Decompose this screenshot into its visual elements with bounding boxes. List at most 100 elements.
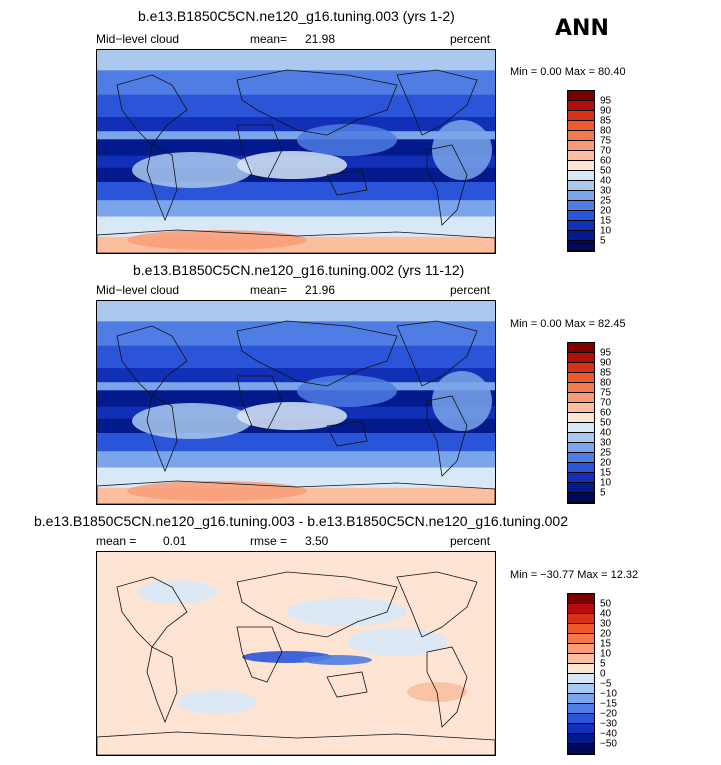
colorbar-label: 25 [600, 195, 612, 207]
field-feature [297, 124, 397, 156]
season-label: ANN [555, 16, 609, 41]
world-map-diff [97, 552, 495, 755]
world-map-field [97, 50, 495, 253]
colorbar: 95 90 85 80 75 70 60 50 40 30 25 20 15 10 5 [567, 90, 611, 252]
colorbar-label: 90 [600, 105, 612, 117]
mean-value: 0.01 [163, 534, 187, 548]
coastline [236, 124, 283, 181]
field-band [97, 200, 495, 217]
field-band [97, 94, 495, 118]
colorbar-label: 25 [600, 447, 612, 459]
colorbar-label: 85 [600, 115, 612, 127]
colorbar-swatch [568, 654, 594, 664]
field-feature [237, 151, 347, 179]
field-feature [132, 403, 252, 439]
mean-value: 21.96 [305, 283, 336, 297]
colorbar-label: 50 [600, 598, 612, 610]
coastline [97, 731, 495, 755]
colorbar-swatch [568, 181, 594, 191]
coastline [396, 320, 478, 387]
colorbar-swatch [568, 151, 594, 161]
field-band [97, 301, 495, 322]
colorbar-label: −5 [600, 678, 612, 690]
colorbar-label: 5 [600, 487, 606, 499]
field-feature [127, 230, 307, 250]
colorbar-swatch [568, 594, 594, 604]
colorbar-swatch [568, 614, 594, 624]
colorbar-label: 70 [600, 397, 612, 409]
coastline [236, 626, 283, 683]
field-band [97, 50, 495, 71]
colorbar-swatch [568, 694, 594, 704]
colorbar-swatch [568, 644, 594, 654]
colorbar-swatch [568, 634, 594, 644]
coastline [146, 395, 178, 473]
colorbar-swatch [568, 343, 594, 353]
colorbar-label: −20 [600, 708, 617, 720]
field-band [97, 321, 495, 347]
colorbar-label: 30 [600, 618, 612, 630]
colorbar-label: 5 [600, 658, 606, 670]
field-feature [127, 481, 307, 501]
coastline [116, 74, 188, 146]
coastline [426, 646, 468, 728]
colorbar-swatch [568, 201, 594, 211]
colorbar-label: 60 [600, 155, 612, 167]
coastline [426, 144, 468, 226]
colorbar-swatch [568, 433, 594, 443]
field-band [97, 368, 495, 383]
colorbar-swatch [568, 704, 594, 714]
units-label: percent [450, 32, 491, 46]
colorbar-swatch [568, 121, 594, 131]
field-feature [297, 375, 397, 407]
units-label: percent [450, 534, 491, 548]
colorbar-swatch [568, 674, 594, 684]
colorbar-swatch [568, 241, 594, 251]
colorbar-swatch [568, 221, 594, 231]
colorbar-label: 90 [600, 357, 612, 369]
mean-value: 21.98 [305, 32, 336, 46]
map-plot [96, 551, 496, 756]
field-feature [132, 152, 252, 188]
colorbar-label: 40 [600, 175, 612, 187]
coastline [146, 144, 178, 222]
colorbar-swatch [568, 141, 594, 151]
colorbar-swatch [568, 191, 594, 201]
colorbar-label: 40 [600, 608, 612, 620]
colorbar-swatch [568, 684, 594, 694]
colorbar-label: 10 [600, 477, 612, 489]
coastline [326, 671, 368, 698]
colorbar-swatch [568, 714, 594, 724]
field-feature [302, 655, 372, 665]
field-band [97, 451, 495, 468]
coastline [236, 375, 283, 432]
coastline [116, 576, 188, 648]
field-band [97, 131, 495, 140]
colorbar-label: −10 [600, 688, 617, 700]
colorbar-label: 30 [600, 185, 612, 197]
field-feature [237, 402, 347, 430]
coastline [396, 69, 478, 136]
colorbar-label: 20 [600, 205, 612, 217]
colorbar-swatch [568, 161, 594, 171]
colorbar-swatch [568, 111, 594, 121]
colorbar-label: 15 [600, 215, 612, 227]
mean-label: mean= [250, 283, 288, 297]
colorbar-label: 75 [600, 135, 612, 147]
colorbar-swatch [568, 101, 594, 111]
colorbar-label: 80 [600, 377, 612, 389]
colorbar-label: −40 [600, 728, 617, 740]
colorbar-label: 5 [600, 235, 606, 247]
coastline [396, 571, 478, 638]
colorbar-label: 50 [600, 417, 612, 429]
colorbar-swatch [568, 91, 594, 101]
field-feature [287, 598, 407, 626]
colorbar: 95 90 85 80 75 70 60 50 40 30 25 20 15 10 5 [567, 342, 611, 504]
mean-label: mean= [250, 32, 288, 46]
coastline [97, 229, 495, 253]
panel-title: b.e13.B1850C5CN.ne120_g16.tuning.003 - b… [34, 513, 568, 529]
variable-label: Mid−level cloud [96, 283, 180, 297]
min-max-label: Min = 0.00 Max = 80.40 [510, 66, 626, 78]
field-feature [177, 690, 257, 714]
world-map-field [97, 301, 495, 504]
